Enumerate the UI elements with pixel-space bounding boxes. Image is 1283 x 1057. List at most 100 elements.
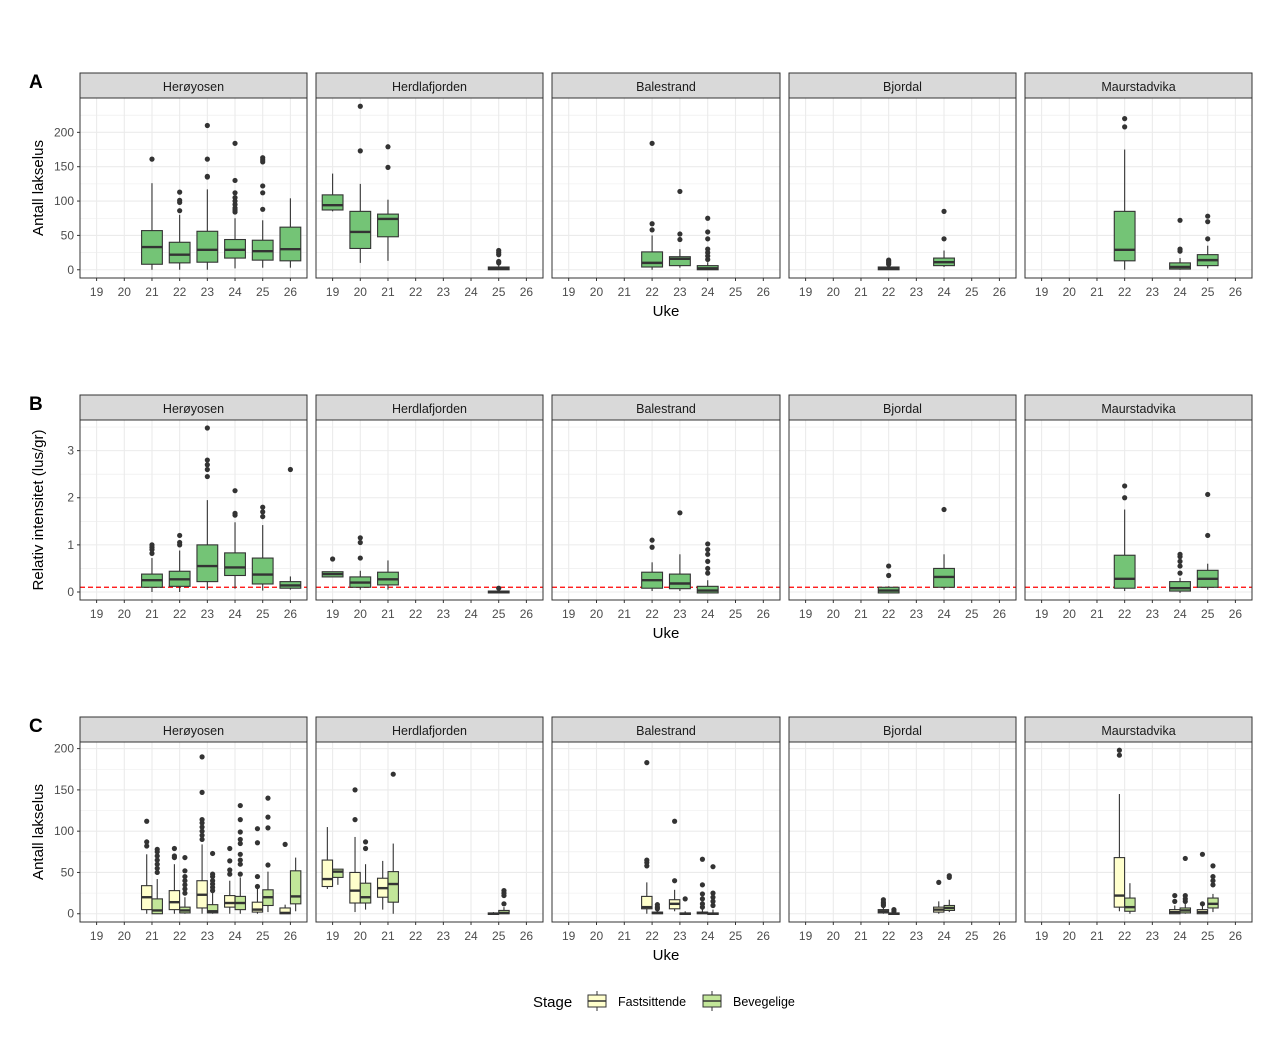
box-fastsittende-week-24 — [1169, 892, 1181, 915]
box-fastsittende-week-22 — [168, 845, 181, 914]
outlier-point — [237, 817, 243, 823]
facet-strip-label: Maurstadvika — [1101, 402, 1175, 416]
outlier-point — [1122, 124, 1128, 130]
x-tick-label: 20 — [590, 929, 604, 943]
box-bevegelige-week-23 — [679, 896, 691, 915]
x-tick-label: 24 — [1173, 607, 1187, 621]
panel-B: B Relativ intensitet (lus/gr) Uke Herøyosen… — [29, 394, 1253, 642]
outlier-point — [199, 836, 205, 843]
x-tick-label: 22 — [645, 607, 659, 621]
outlier-point — [149, 542, 155, 548]
y-tick-label: 2 — [67, 491, 74, 505]
x-tick-label: 25 — [965, 929, 979, 943]
x-tick-label: 25 — [1201, 929, 1215, 943]
x-tick-label: 21 — [381, 285, 395, 299]
facet-bjordal: Bjordal 19 20 21 22 23 24 25 26 — [788, 394, 1017, 621]
box-bevegelige-week-24 — [224, 140, 246, 269]
x-tick-label: 19 — [1035, 607, 1049, 621]
x-tick-label: 24 — [937, 929, 951, 943]
facet-strip-label: Maurstadvika — [1101, 80, 1175, 94]
box-bevegelige-week-22 — [179, 854, 191, 914]
box-fastsittende-week-25 — [1196, 851, 1209, 915]
outlier-point — [227, 858, 233, 864]
y-tick-label: 150 — [54, 783, 74, 797]
panel-letter: C — [29, 716, 43, 737]
outlier-point — [199, 824, 205, 830]
facet-strip — [551, 394, 781, 421]
box-bevegelige-week-24 — [933, 506, 955, 590]
x-tick-label: 23 — [910, 285, 924, 299]
box-fastsittende-week-22 — [641, 760, 653, 914]
facet-strip — [1024, 716, 1253, 743]
x-tick-label: 25 — [965, 285, 979, 299]
x-tick-label: 22 — [882, 929, 896, 943]
outlier-point — [705, 558, 711, 564]
box-bevegelige-week-22 — [641, 140, 664, 270]
x-tick-label: 21 — [854, 929, 868, 943]
outlier-point — [880, 897, 886, 903]
outlier-point — [357, 103, 363, 109]
box-bevegelige-week-22 — [651, 902, 664, 915]
x-tick-label: 24 — [228, 929, 242, 943]
facet-strip-label: Herdlafjorden — [392, 80, 467, 94]
facet-herøyosen: Herøyosen 19 20 21 22 23 24 25 26 0 50 100 150 200 — [54, 72, 308, 299]
facet-strip — [315, 394, 544, 421]
outlier-point — [496, 585, 502, 591]
x-tick-label: 19 — [1035, 285, 1049, 299]
x-tick-label: 21 — [381, 607, 395, 621]
outlier-point — [886, 257, 892, 263]
outlier-point — [227, 867, 233, 873]
panel-border — [788, 419, 1017, 601]
plot-background — [316, 420, 543, 600]
box-iqr — [206, 904, 219, 914]
outlier-point — [357, 539, 363, 546]
panel-border — [1024, 419, 1253, 601]
box-bevegelige-week-24 — [224, 488, 246, 589]
outlier-point — [649, 140, 655, 146]
box-iqr — [387, 871, 399, 903]
facet-strip-label: Balestrand — [636, 402, 696, 416]
x-tick-label: 23 — [201, 929, 215, 943]
outlier-point — [204, 173, 210, 179]
x-tick-label: 20 — [118, 607, 132, 621]
box-iqr — [377, 213, 399, 238]
panel-border — [79, 741, 308, 923]
x-tick-label: 20 — [1063, 607, 1077, 621]
panel-border — [315, 419, 544, 601]
panel-letter: A — [29, 72, 43, 93]
box-iqr — [641, 251, 664, 268]
outlier-point — [182, 890, 188, 896]
outlier-point — [154, 865, 160, 871]
x-tick-label: 23 — [673, 929, 687, 943]
x-tick-label: 23 — [201, 607, 215, 621]
x-tick-label: 20 — [827, 607, 841, 621]
facet-bjordal: Bjordal 19 20 21 22 23 24 25 26 — [788, 716, 1017, 943]
outlier-point — [362, 839, 369, 845]
outlier-point — [199, 832, 205, 838]
facet-strip-label: Bjordal — [883, 724, 922, 738]
panel-letter: B — [29, 394, 43, 415]
outlier-point — [357, 555, 363, 561]
y-tick-label: 50 — [61, 228, 75, 242]
outlier-point — [265, 795, 271, 801]
box-fastsittende-week-19 — [321, 827, 334, 889]
panel-border — [788, 741, 1017, 923]
facet-strip-label: Herdlafjorden — [392, 724, 467, 738]
x-tick-label: 22 — [882, 607, 896, 621]
x-tick-label: 23 — [437, 607, 451, 621]
outlier-point — [149, 550, 155, 556]
x-tick-label: 20 — [354, 607, 368, 621]
x-tick-label: 19 — [562, 607, 576, 621]
outlier-point — [886, 572, 892, 579]
outlier-point — [204, 473, 210, 480]
x-tick-label: 22 — [1118, 607, 1132, 621]
outlier-point — [352, 817, 358, 823]
outlier-point — [254, 873, 261, 880]
y-tick-label: 0 — [67, 585, 74, 599]
box-bevegelige-week-24 — [707, 864, 719, 915]
y-tick-label: 0 — [67, 263, 74, 277]
outlier-point — [705, 546, 711, 553]
facet-strip-label: Maurstadvika — [1101, 724, 1175, 738]
outlier-point — [677, 510, 683, 516]
